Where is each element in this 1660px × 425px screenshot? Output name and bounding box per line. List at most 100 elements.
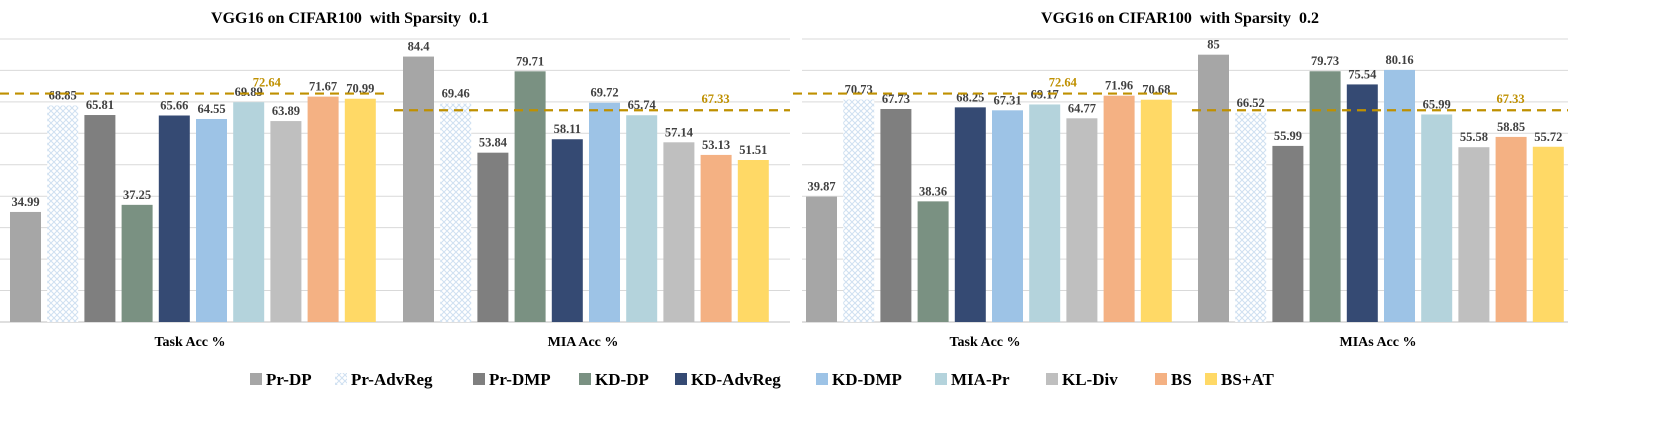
bar-mia-pr (1029, 104, 1061, 322)
bar-pr-advreg (843, 99, 875, 322)
bar-value-label: 65.81 (86, 98, 114, 112)
bar-value-label: 53.13 (702, 138, 730, 152)
bar-bs (307, 96, 339, 323)
bar-value-label: 67.73 (882, 92, 910, 106)
bar-value-label: 65.99 (1423, 97, 1451, 111)
bar-kd-dmp (1384, 69, 1415, 323)
bar-value-label: 65.74 (628, 98, 657, 112)
bar-value-label: 67.31 (993, 93, 1021, 107)
bar-pr-advreg (47, 105, 79, 322)
bar-pr-dmp (84, 115, 116, 322)
legend-item-label: KD-AdvReg (691, 370, 781, 389)
bar-kl-div (1458, 147, 1490, 322)
reference-label: 72.64 (1049, 76, 1078, 90)
category-label: MIA Acc % (548, 335, 619, 350)
legend-swatch (250, 373, 262, 385)
bar-kl-div (1066, 118, 1098, 323)
category-label: Task Acc % (154, 335, 225, 350)
bar-value-label: 55.72 (1534, 130, 1562, 144)
bar-pr-advreg (1235, 112, 1267, 322)
legend-swatch (816, 373, 828, 385)
legend-item-label: KD-DMP (832, 370, 902, 389)
reference-label: 72.64 (253, 76, 282, 90)
legend-swatch (1046, 373, 1058, 385)
bar-value-label: 57.14 (665, 125, 694, 139)
bar-value-label: 79.73 (1311, 54, 1339, 68)
category-label: Task Acc % (949, 335, 1020, 350)
reference-label: 67.33 (702, 92, 730, 106)
bar-pr-dmp (477, 152, 509, 322)
bar-kl-div (270, 121, 302, 322)
legend-item-label: BS+AT (1221, 370, 1274, 389)
bar-value-label: 39.87 (807, 180, 835, 194)
bar-kd-dmp (992, 110, 1023, 322)
legend-swatch (675, 373, 687, 385)
bar-value-label: 70.99 (346, 82, 374, 96)
bar-value-label: 70.73 (845, 83, 873, 97)
bar-value-label: 85 (1207, 38, 1220, 52)
bar-value-label: 65.66 (160, 98, 188, 112)
bar-value-label: 75.54 (1348, 67, 1377, 81)
bar-mia-pr (626, 115, 658, 322)
bar-value-label: 37.25 (123, 188, 151, 202)
chart-panel-left: 34.99 68.85 65.81 37.25 65.66 64.55 69.89 63.89… (0, 38, 790, 350)
bar-kd-dp (1309, 71, 1341, 323)
bar-pr-dp (10, 211, 41, 322)
bar-bs (1103, 95, 1135, 323)
bar-bs (700, 154, 732, 322)
bar-kd-dmp (196, 118, 227, 322)
bar-kd-dmp (589, 102, 620, 323)
bar-value-label: 64.77 (1068, 101, 1096, 115)
category-label: MIAs Acc % (1340, 335, 1417, 350)
bar-bs-at (1140, 99, 1172, 323)
bar-bs-at (344, 98, 376, 322)
bar-value-label: 84.4 (408, 40, 431, 54)
bar-kd-advreg (551, 139, 583, 322)
bar-value-label: 38.36 (919, 184, 947, 198)
legend-item-label: KD-DP (595, 370, 649, 389)
bar-value-label: 55.58 (1460, 130, 1488, 144)
chart-title-right: VGG16 on CIFAR100 with Sparsity 0.2 (1041, 10, 1319, 27)
bar-pr-dp (806, 196, 837, 322)
bar-value-label: 71.96 (1105, 79, 1133, 93)
legend: Pr-DP Pr-AdvReg Pr-DMP KD-DP KD-AdvReg KD-DMP… (250, 370, 1274, 389)
bar-value-label: 63.89 (272, 104, 300, 118)
bar-kd-dp (514, 71, 546, 323)
bar-value-label: 66.52 (1237, 96, 1265, 110)
bar-value-label: 53.84 (479, 136, 508, 150)
bar-bs-at (1532, 146, 1564, 322)
bar-value-label: 80.16 (1385, 53, 1413, 67)
legend-swatch (473, 373, 485, 385)
legend-swatch (579, 373, 591, 385)
bar-kd-advreg (158, 115, 190, 322)
bar-value-label: 64.55 (197, 102, 225, 116)
bar-value-label: 69.17 (1031, 87, 1059, 101)
bar-pr-dmp (1272, 145, 1304, 322)
legend-item-label: MIA-Pr (951, 370, 1010, 389)
bar-value-label: 69.46 (442, 87, 470, 101)
reference-label: 67.33 (1497, 92, 1525, 106)
bar-value-label: 69.72 (590, 86, 618, 100)
bar-kl-div (663, 142, 695, 322)
legend-item-label: Pr-DP (266, 370, 312, 389)
bar-value-label: 79.71 (516, 54, 544, 68)
bar-pr-dmp (880, 108, 912, 322)
bar-value-label: 51.51 (739, 143, 767, 157)
bar-mia-pr (233, 102, 265, 322)
chart-title-left: VGG16 on CIFAR100 with Sparsity 0.1 (211, 10, 489, 27)
bar-mia-pr (1421, 114, 1453, 322)
bar-bs-at (737, 160, 769, 322)
bar-value-label: 71.67 (309, 80, 337, 94)
legend-item-label: Pr-DMP (489, 370, 551, 389)
bar-kd-advreg (1346, 84, 1378, 322)
bar-pr-dp (403, 56, 434, 322)
bar-value-label: 34.99 (11, 195, 39, 209)
legend-item-label: Pr-AdvReg (351, 370, 433, 389)
legend-swatch (335, 373, 347, 385)
bar-value-label: 69.89 (235, 85, 263, 99)
bar-kd-dp (917, 201, 949, 322)
bar-value-label: 70.68 (1142, 83, 1170, 97)
bar-bs (1495, 136, 1527, 322)
